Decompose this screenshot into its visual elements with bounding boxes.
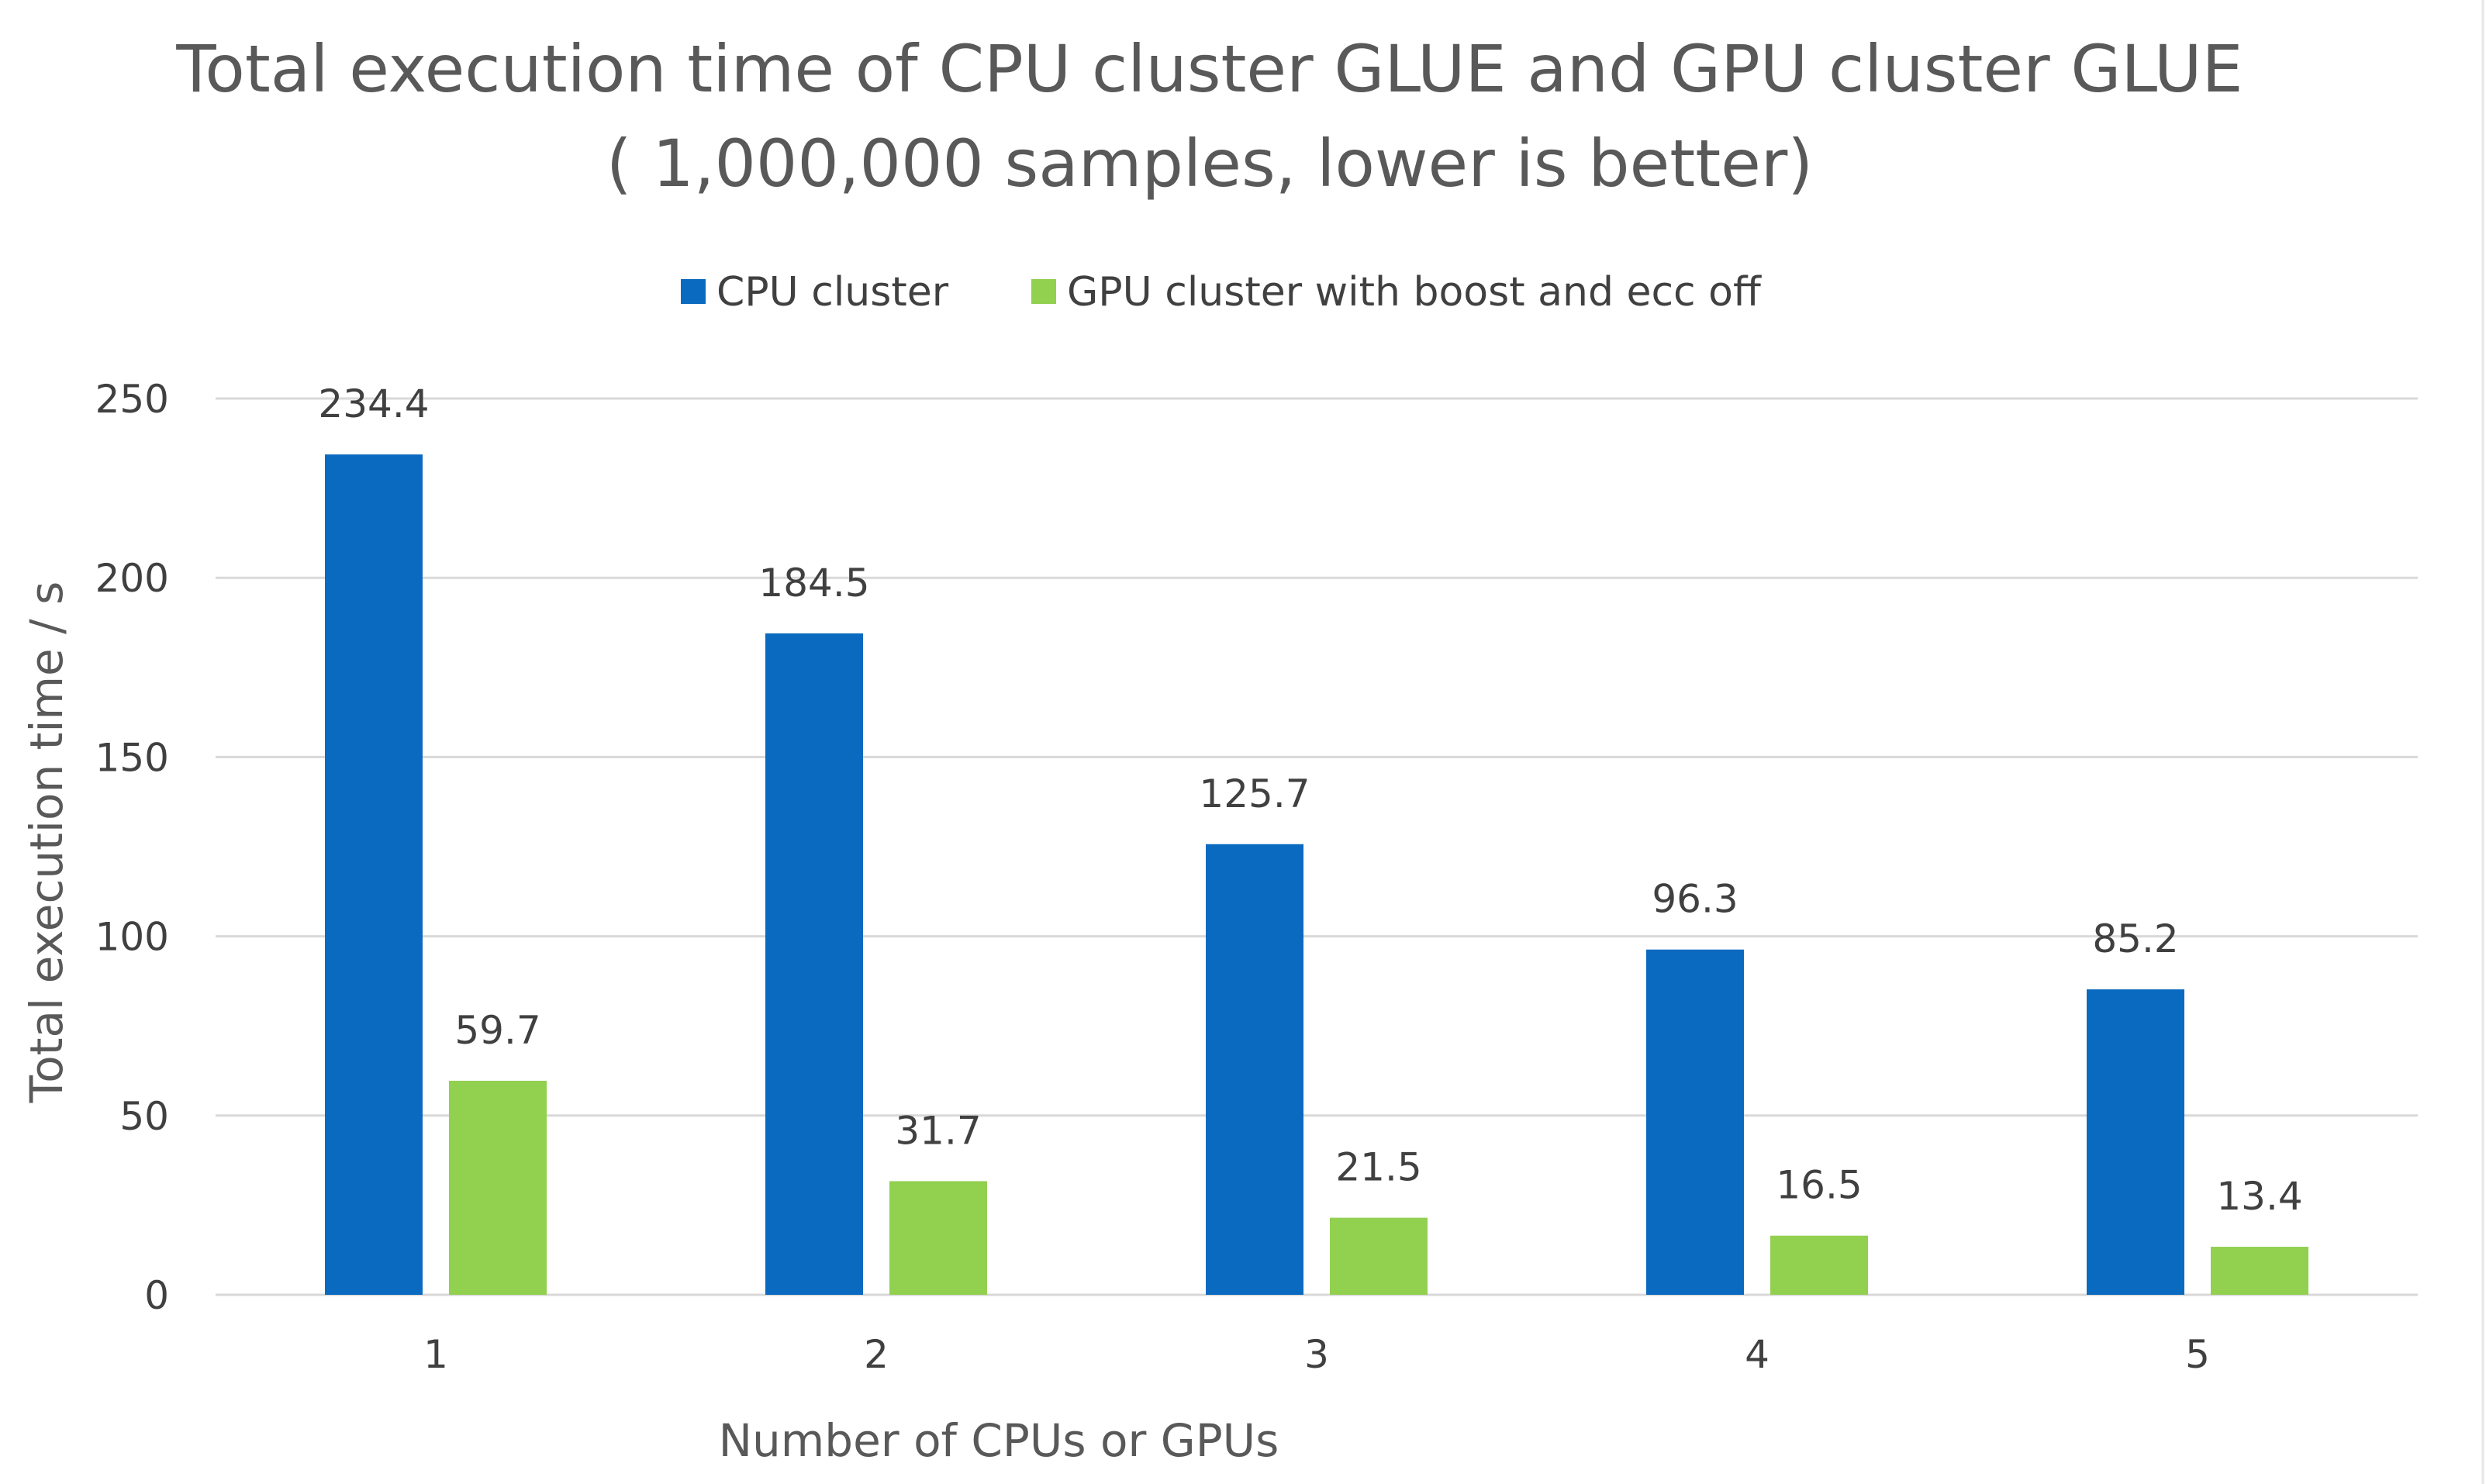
- chart-title: Total execution time of CPU cluster GLUE…: [175, 31, 2243, 107]
- y-tick-label: 250: [95, 377, 169, 422]
- x-tick-label-3: 3: [1304, 1332, 1329, 1377]
- x-tick-label-2: 2: [864, 1332, 889, 1377]
- bar-gpu-1: [449, 1080, 547, 1295]
- data-label-cpu-2: 184.5: [758, 561, 869, 606]
- bar-cpu-2: [765, 633, 863, 1295]
- y-tick-label: 50: [119, 1094, 169, 1139]
- bar-gpu-2: [889, 1181, 987, 1295]
- data-label-cpu-1: 234.4: [318, 381, 429, 426]
- y-axis-title: Total execution time / s: [20, 582, 73, 1104]
- legend-swatch-gpu: [1031, 279, 1056, 304]
- y-tick-label: 200: [95, 556, 169, 601]
- data-labels: 234.4 59.7 184.5 31.7 125.7 21.5 96.3 16.5 85.2 1…: [318, 381, 2302, 1219]
- bar-cpu-3: [1206, 844, 1303, 1295]
- x-tick-label-5: 5: [2185, 1332, 2210, 1377]
- x-axis-title: Number of CPUs or GPUs: [719, 1414, 1279, 1467]
- data-label-gpu-2: 31.7: [895, 1108, 981, 1153]
- bar-cpu-4: [1646, 949, 1744, 1295]
- legend-label-gpu: GPU cluster with boost and ecc off: [1067, 269, 1762, 316]
- x-axis-ticks: 1 2 3 4 5: [423, 1332, 2210, 1377]
- data-label-cpu-4: 96.3: [1652, 877, 1738, 922]
- y-axis-ticks: 0 50 100 150 200 250: [95, 377, 169, 1318]
- data-label-gpu-4: 16.5: [1776, 1163, 1862, 1208]
- y-tick-label: 100: [95, 915, 169, 960]
- x-tick-label-4: 4: [1745, 1332, 1770, 1377]
- y-tick-label: 0: [144, 1273, 169, 1318]
- legend-label-cpu: CPU cluster: [716, 269, 949, 316]
- x-tick-label-1: 1: [423, 1332, 448, 1377]
- legend: CPU cluster GPU cluster with boost and e…: [681, 269, 1762, 316]
- y-tick-label: 150: [95, 735, 169, 780]
- bar-cpu-1: [325, 454, 423, 1295]
- data-label-gpu-5: 13.4: [2216, 1174, 2302, 1219]
- bars: [325, 454, 2308, 1295]
- bar-gpu-5: [2211, 1247, 2308, 1295]
- data-label-gpu-3: 21.5: [1335, 1145, 1421, 1190]
- bar-gpu-3: [1330, 1217, 1428, 1295]
- data-label-cpu-5: 85.2: [2092, 916, 2178, 961]
- data-label-gpu-1: 59.7: [454, 1008, 540, 1053]
- bar-cpu-5: [2087, 989, 2184, 1295]
- bar-gpu-4: [1770, 1235, 1868, 1295]
- legend-swatch-cpu: [681, 279, 706, 304]
- data-label-cpu-3: 125.7: [1199, 771, 1310, 816]
- gridlines: [216, 397, 2418, 1296]
- chart-subtitle: ( 1,000,000 samples, lower is better): [606, 126, 1813, 202]
